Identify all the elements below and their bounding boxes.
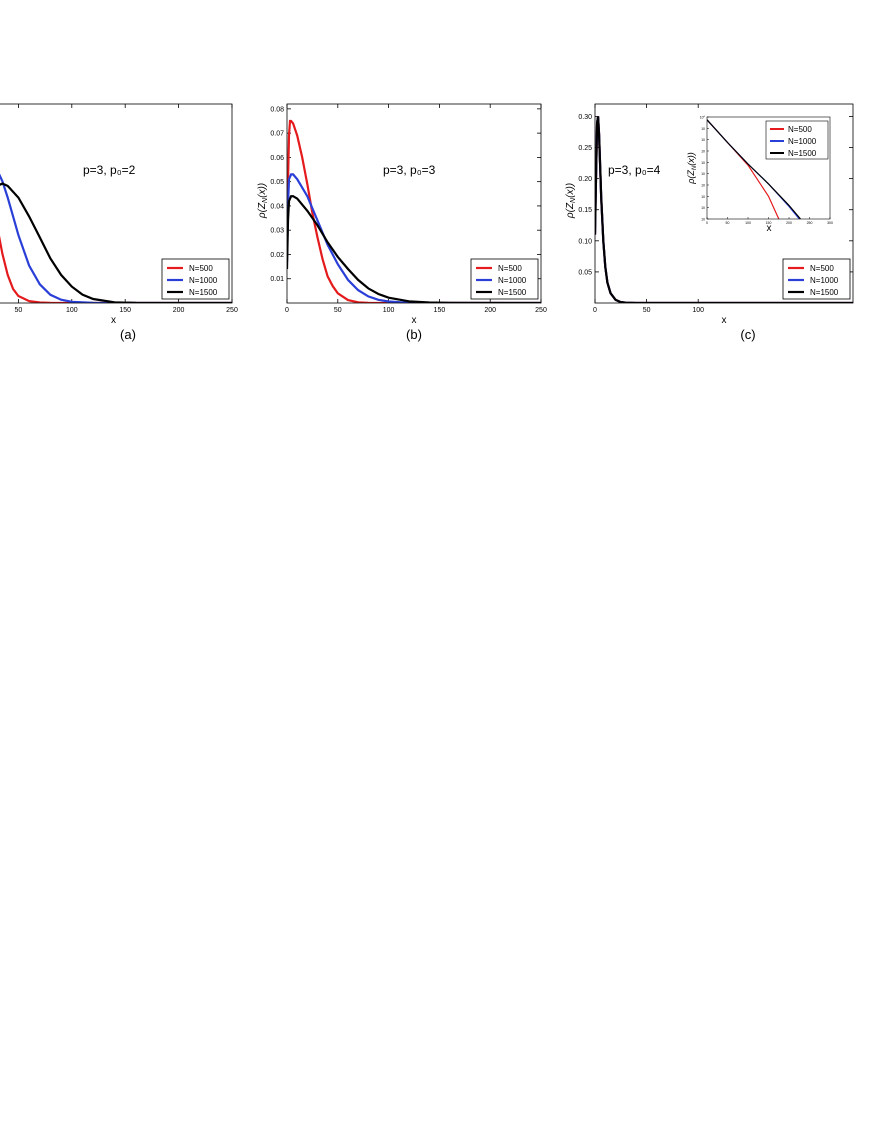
- inset-x-tick-label: 300: [827, 221, 833, 225]
- inset-y-tick-label: 10⁰: [700, 116, 706, 120]
- legend: N=500 N=1000 N=1500: [782, 258, 851, 300]
- series-line-n-1500: [595, 116, 853, 303]
- series-line-n-1500: [287, 195, 541, 303]
- inset-y-tick-label: 10: [701, 206, 705, 210]
- inset-x-tick-label: 150: [766, 221, 772, 225]
- inset-legend-label: N=500: [788, 125, 812, 134]
- plot-frame: [0, 103, 233, 304]
- legend-label: N=1500: [189, 288, 218, 297]
- y-tick-label: 0.25: [578, 145, 592, 152]
- series-line-n-1000: [0, 173, 232, 303]
- plot-frame: [594, 103, 854, 304]
- x-tick-label: 200: [173, 307, 185, 314]
- inset-legend: N=500 N=1000 N=1500: [765, 120, 829, 160]
- y-tick-label: 0.03: [270, 228, 284, 235]
- legend-label: N=1500: [498, 288, 527, 297]
- y-tick-label: 0.05: [578, 269, 592, 276]
- inset-x-tick-label: 200: [786, 221, 792, 225]
- inset-legend-label: N=1500: [788, 149, 817, 158]
- inset-y-tick-label: 10: [701, 127, 705, 131]
- chart-panel-3: 0 50 1000.050.100.150.200.250.30xρ(ZN(x))p…: [565, 103, 854, 342]
- x-tick-label: 50: [15, 307, 23, 314]
- y-tick-label: 0.30: [578, 114, 592, 121]
- inset-series-line: [707, 119, 801, 219]
- y-tick-label: 0.20: [578, 176, 592, 183]
- inset-legend-label: N=1000: [788, 137, 817, 146]
- legend: N=500 N=1000 N=1500: [470, 258, 539, 300]
- y-tick-label: 0.08: [270, 106, 284, 113]
- x-axis-label: x: [412, 315, 417, 326]
- series-line-n-1500: [0, 182, 232, 303]
- inset-y-tick-label: 10: [701, 150, 705, 154]
- x-tick-label: 100: [383, 307, 395, 314]
- legend-label: N=1000: [810, 276, 839, 285]
- y-tick-label: 0.10: [578, 238, 592, 245]
- x-tick-label: 150: [434, 307, 446, 314]
- y-axis-label: ρ(ZN(x)): [565, 183, 577, 219]
- chart-panel-2: 0 50 100 150 200 250 0.01 0.02 0.03 0.04 0.05 0.06 0…: [257, 103, 547, 342]
- x-tick-label: 150: [119, 307, 131, 314]
- x-tick-label: 50: [334, 307, 342, 314]
- panel-label: (c): [740, 327, 755, 342]
- x-tick-label: 100: [692, 307, 704, 314]
- inset-x-tick-label: 0: [706, 221, 708, 225]
- inset-x-tick-label: 50: [726, 221, 730, 225]
- x-tick-label: 0: [285, 307, 289, 314]
- inset-chart: 0 50 100 150 200 250 300 10 10 10 10 10 10 10 10 10 10⁰ x…: [686, 116, 833, 235]
- inset-y-tick-label: 10: [701, 138, 705, 142]
- legend-label: N=500: [189, 264, 213, 273]
- x-tick-label: 0: [593, 307, 597, 314]
- x-tick-label: 250: [535, 307, 547, 314]
- legend-label: N=500: [810, 264, 834, 273]
- panel-label: (a): [120, 327, 136, 342]
- inset-y-tick-label: 10: [701, 218, 705, 222]
- x-tick-label: 50: [643, 307, 651, 314]
- inset-x-tick-label: 100: [745, 221, 751, 225]
- panel-annotation: p=3, p₀=4: [608, 163, 661, 177]
- inset-y-tick-label: 10: [701, 172, 705, 176]
- y-tick-label: 0.01: [270, 276, 284, 283]
- series-line-n-500: [287, 119, 541, 303]
- y-axis-label: ρ(ZN(x)): [257, 183, 269, 219]
- x-tick-label: 250: [226, 307, 238, 314]
- plot-frame: [286, 103, 542, 304]
- legend-label: N=500: [498, 264, 522, 273]
- legend: N=500 N=1000 N=1500: [161, 258, 230, 300]
- inset-y-axis-label: ρ(ZN(x)): [686, 152, 698, 185]
- legend-label: N=1000: [189, 276, 218, 285]
- y-tick-label: 0.05: [270, 179, 284, 186]
- y-tick-label: 0.07: [270, 131, 284, 138]
- series-line-n-1000: [287, 173, 541, 303]
- legend-label: N=1500: [810, 288, 839, 297]
- panel-annotation: p=3, p₀=3: [383, 163, 436, 177]
- x-axis-label: x: [111, 315, 116, 326]
- inset-y-tick-label: 10: [701, 161, 705, 165]
- y-tick-label: 0.06: [270, 155, 284, 162]
- y-tick-label: 0.04: [270, 203, 284, 210]
- x-axis-label: x: [722, 315, 727, 326]
- y-tick-label: 0.02: [270, 252, 284, 259]
- inset-x-axis-label: x: [767, 223, 772, 234]
- legend-label: N=1000: [498, 276, 527, 285]
- inset-y-tick-label: 10: [701, 184, 705, 188]
- y-tick-label: 0.15: [578, 207, 592, 214]
- panel-label: (b): [406, 327, 422, 342]
- inset-x-tick-label: 250: [807, 221, 813, 225]
- x-tick-label: 100: [66, 307, 78, 314]
- inset-y-tick-label: 10: [701, 195, 705, 199]
- panel-annotation: p=3, p₀=2: [83, 163, 136, 177]
- x-tick-label: 200: [484, 307, 496, 314]
